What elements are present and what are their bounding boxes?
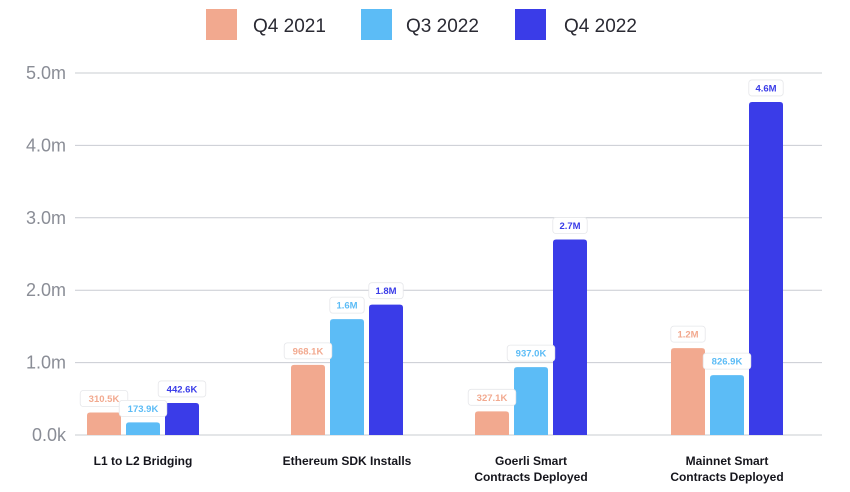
bar [475,411,509,435]
x-tick-label: L1 to L2 Bridging [94,454,193,468]
y-tick-label: 5.0m [26,63,66,83]
bar [126,422,160,435]
data-label: 173.9K [128,404,159,415]
legend-swatch [515,9,546,40]
y-axis-ticks: 0.0k 1.0m 2.0m 3.0m 4.0m 5.0m [26,63,67,445]
x-tick-label: Contracts Deployed [474,470,587,484]
data-label-background [467,388,517,406]
data-label-background [329,296,365,314]
bar [369,304,403,435]
data-label: 1.8M [375,286,396,297]
legend-swatch [206,9,237,40]
legend: Q4 2021 Q3 2022 Q4 2022 [206,9,637,40]
data-label-background [368,282,404,300]
x-tick-label: Mainnet Smart [686,454,769,468]
data-label-background [552,217,588,234]
legend-swatch [361,9,392,40]
data-label-background [157,380,207,398]
y-tick-label: 4.0m [26,135,66,155]
bar [710,375,744,435]
bar [291,364,325,435]
data-label-background [283,342,333,360]
bar [671,348,705,435]
y-tick-label: 2.0m [26,280,66,300]
data-label: 4.6M [755,83,776,94]
data-label-background [670,325,706,343]
data-labels: 310.5K 173.9K 442.6K 968.1K 1.6M 1.8M 327.1K 93… [79,79,784,417]
data-label-background [748,79,784,97]
data-label: 442.6K [167,384,198,395]
data-label: 1.2M [677,330,698,341]
data-label-background [702,352,752,370]
x-axis-ticks: L1 to L2 Bridging Ethereum SDK Installs Go… [94,454,784,484]
bars [87,101,783,436]
y-tick-label: 1.0m [26,353,66,373]
bar [87,412,121,435]
y-tick-label: 3.0m [26,208,66,228]
bar [165,402,199,435]
data-label-background [118,400,168,417]
y-tick-label: 0.0k [32,425,67,445]
bar [749,101,783,436]
data-label-background [506,344,556,362]
bar [553,239,587,435]
legend-label: Q3 2022 [406,16,479,37]
data-label: 826.9K [712,357,743,368]
data-label: 2.7M [559,221,580,232]
legend-label: Q4 2022 [564,16,637,37]
data-label: 1.6M [336,301,357,312]
x-tick-label: Ethereum SDK Installs [283,454,412,468]
data-label: 968.1K [293,346,324,357]
data-label: 310.5K [89,394,120,405]
data-label: 327.1K [477,393,508,404]
data-label: 937.0K [516,349,547,360]
x-tick-label: Goerli Smart [495,454,567,468]
data-label-background [79,390,129,407]
x-tick-label: Contracts Deployed [670,470,783,484]
legend-label: Q4 2021 [253,16,326,37]
bar [330,319,364,435]
bar [514,367,548,435]
